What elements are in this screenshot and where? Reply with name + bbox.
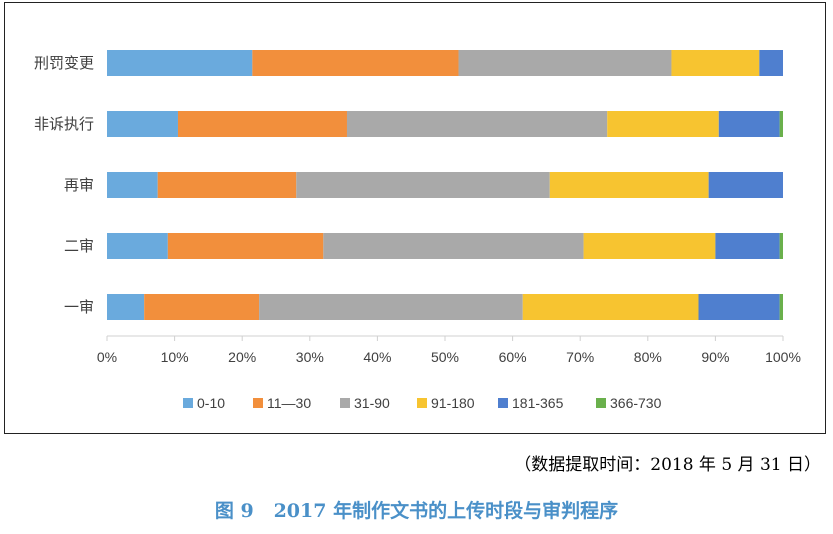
bar-segment-11-30 bbox=[157, 172, 297, 198]
legend-label: 366-730 bbox=[610, 395, 662, 411]
legend-swatch bbox=[340, 398, 350, 408]
category-label: 一审 bbox=[64, 298, 94, 316]
bar-segment-366-730 bbox=[779, 111, 783, 137]
category-label: 二审 bbox=[64, 237, 94, 255]
bar-segment-181-365 bbox=[715, 233, 780, 259]
x-tick-label: 40% bbox=[363, 349, 391, 365]
bar-segment-91-180 bbox=[549, 172, 709, 198]
bar-segment-366-730 bbox=[779, 233, 783, 259]
category-label: 非诉执行 bbox=[34, 115, 94, 133]
bar-segment-91-180 bbox=[607, 111, 719, 137]
bar-segment-181-365 bbox=[718, 111, 780, 137]
bar-segment-0-10 bbox=[107, 233, 168, 259]
chart-frame: 0% 10% 20% 30% 40% 50% 60% 70% 80% 90% 100% 刑罚变更非诉执… bbox=[4, 2, 826, 434]
bar-segment-11-30 bbox=[252, 50, 459, 76]
x-tick-label: 60% bbox=[499, 349, 527, 365]
bar-segment-366-730 bbox=[779, 294, 783, 320]
figure-caption: 图 9 2017 年制作文书的上传时段与审判程序 bbox=[214, 500, 619, 522]
legend-label: 0-10 bbox=[197, 395, 225, 411]
bar-segment-181-365 bbox=[708, 172, 783, 198]
legend-label: 11—30 bbox=[267, 395, 311, 411]
x-tick-label: 70% bbox=[566, 349, 594, 365]
legend-label: 181-365 bbox=[512, 395, 564, 411]
bar-segment-31-90 bbox=[296, 172, 550, 198]
x-tick-label: 100% bbox=[765, 349, 801, 365]
bar-segment-91-180 bbox=[583, 233, 716, 259]
source-note: （数据提取时间：2018 年 5 月 31 日） bbox=[514, 455, 821, 475]
x-tick-label: 10% bbox=[161, 349, 189, 365]
legend-swatch bbox=[498, 398, 508, 408]
x-tick-label: 0% bbox=[97, 349, 117, 365]
bar-segment-31-90 bbox=[323, 233, 584, 259]
legend-label: 31-90 bbox=[354, 395, 390, 411]
bar-segment-91-180 bbox=[522, 294, 699, 320]
x-tick-label: 80% bbox=[634, 349, 662, 365]
legend-swatch bbox=[417, 398, 427, 408]
stacked-bar-chart: 0% 10% 20% 30% 40% 50% 60% 70% 80% 90% 100% 刑罚变更非诉执… bbox=[34, 50, 801, 411]
legend-label: 91-180 bbox=[431, 395, 475, 411]
bar-segment-11-30 bbox=[167, 233, 324, 259]
bar-segment-181-365 bbox=[698, 294, 780, 320]
bar-segment-31-90 bbox=[346, 111, 608, 137]
legend-swatch bbox=[253, 398, 263, 408]
bar-segment-181-365 bbox=[759, 50, 783, 76]
bar-segment-11-30 bbox=[177, 111, 347, 137]
x-tick-label: 20% bbox=[228, 349, 256, 365]
bar-segment-31-90 bbox=[259, 294, 523, 320]
bar-segment-31-90 bbox=[458, 50, 672, 76]
category-label: 再审 bbox=[64, 176, 94, 194]
category-label: 刑罚变更 bbox=[34, 54, 94, 72]
bar-segment-0-10 bbox=[107, 172, 158, 198]
bar-segment-0-10 bbox=[107, 111, 178, 137]
bar-segment-0-10 bbox=[107, 294, 145, 320]
bar-segment-0-10 bbox=[107, 50, 253, 76]
bar-segment-91-180 bbox=[671, 50, 760, 76]
x-tick-label: 50% bbox=[431, 349, 459, 365]
legend-swatch bbox=[183, 398, 193, 408]
bar-segment-11-30 bbox=[144, 294, 260, 320]
legend-swatch bbox=[596, 398, 606, 408]
x-tick-label: 30% bbox=[296, 349, 324, 365]
x-tick-label: 90% bbox=[701, 349, 729, 365]
